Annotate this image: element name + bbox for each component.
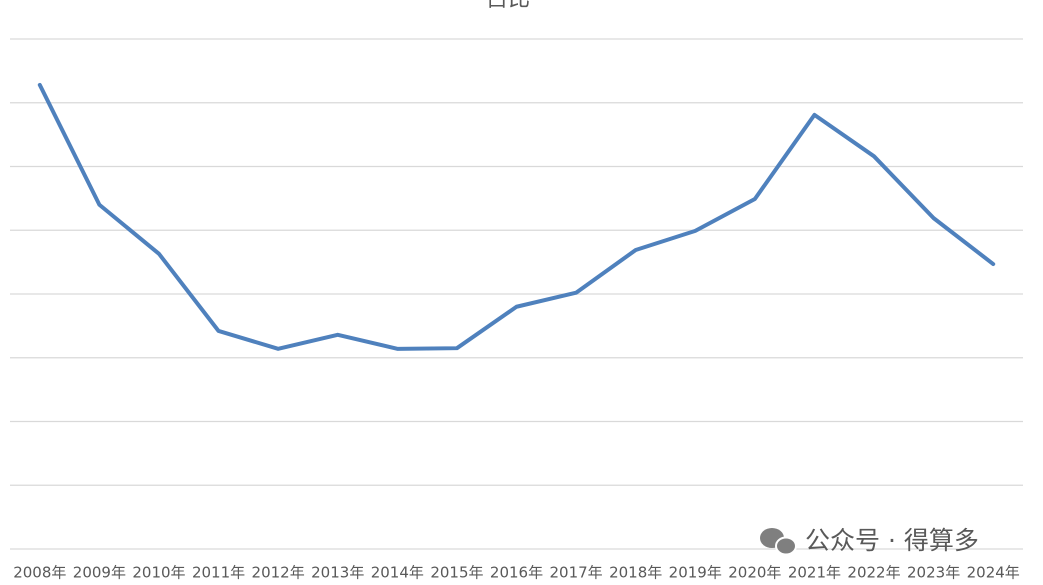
line-series: [37, 82, 996, 351]
x-tick-label: 2019年: [669, 564, 722, 582]
watermark-icon: [760, 528, 797, 556]
watermark: 公众号 · 得算多: [805, 526, 979, 555]
x-tick-label: 2020年: [728, 564, 781, 582]
x-tick-label: 2021年: [788, 564, 841, 582]
x-tick-label: 2013年: [311, 564, 364, 582]
x-tick-label: 2010年: [132, 564, 185, 582]
x-tick-label: 2012年: [252, 564, 305, 582]
x-tick-label: 2015年: [430, 564, 483, 582]
x-tick-label: 2009年: [73, 564, 126, 582]
chart-title: 占比: [486, 0, 530, 12]
x-tick-label: 2024年: [967, 564, 1020, 582]
x-tick-label: 2016年: [490, 564, 543, 582]
x-tick-label: 2017年: [549, 564, 602, 582]
x-tick-label: 2023年: [907, 564, 960, 582]
x-tick-label: 2022年: [847, 564, 900, 582]
x-tick-label: 2018年: [609, 564, 662, 582]
x-tick-label: 2008年: [13, 564, 66, 582]
x-tick-label: 2011年: [192, 564, 245, 582]
x-tick-label: 2014年: [371, 564, 424, 582]
